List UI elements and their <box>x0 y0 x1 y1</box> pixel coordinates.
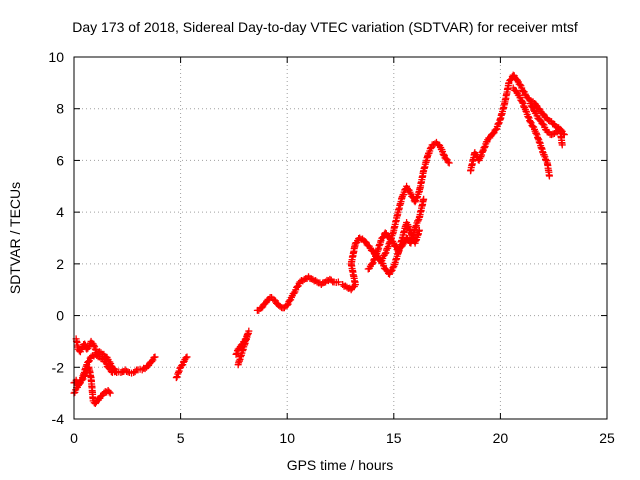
series-arc-5 <box>232 327 253 369</box>
data-point <box>420 195 428 203</box>
data-point <box>491 126 499 134</box>
data-point <box>174 368 182 376</box>
data-point <box>148 357 156 365</box>
y-tick-label: 0 <box>56 308 64 324</box>
data-point <box>513 76 521 84</box>
data-point <box>151 353 159 361</box>
x-tick-label: 20 <box>493 430 509 446</box>
y-tick-label: 6 <box>56 152 64 168</box>
y-tick-label: 8 <box>56 101 64 117</box>
series-arc-12 <box>526 100 566 149</box>
y-tick-label: -4 <box>52 411 65 427</box>
y-tick-label: 4 <box>56 204 64 220</box>
data-point <box>290 289 298 297</box>
x-tick-label: 25 <box>599 430 615 446</box>
y-axis-label: SDTVAR / TECUs <box>7 182 23 294</box>
x-axis-label: GPS time / hours <box>287 457 394 473</box>
series-arc-3 <box>70 350 159 397</box>
x-tick-label: 15 <box>386 430 402 446</box>
plot-border <box>73 56 608 420</box>
data-point <box>90 342 98 350</box>
data-point <box>528 102 536 110</box>
data-point <box>81 340 89 348</box>
series-arc-11 <box>509 84 553 180</box>
data-point <box>182 354 190 362</box>
y-tick-label: 2 <box>56 256 64 272</box>
series-arc-4 <box>172 353 191 382</box>
x-tick-label: 5 <box>177 430 185 446</box>
data-point <box>283 301 291 309</box>
data-point <box>232 350 240 358</box>
series-arc-10 <box>467 71 568 175</box>
y-tick-label: 10 <box>48 49 64 65</box>
data-point <box>106 389 114 397</box>
data-point <box>415 226 423 234</box>
series-arc-7 <box>339 138 453 294</box>
data-point <box>445 159 453 167</box>
x-tick-label: 0 <box>70 430 78 446</box>
y-tick-label: -2 <box>52 359 65 375</box>
data-point <box>526 118 534 126</box>
data-point <box>536 116 544 124</box>
data-point <box>105 388 113 396</box>
data-point <box>444 158 452 166</box>
series-arc-6 <box>253 273 342 314</box>
data-points <box>70 71 568 407</box>
series-arc-9 <box>373 218 423 278</box>
data-point <box>172 374 180 382</box>
data-point <box>183 353 191 361</box>
data-point <box>334 278 342 286</box>
x-tick-label: 10 <box>279 430 295 446</box>
data-point <box>74 381 82 389</box>
data-point <box>558 141 566 149</box>
data-point <box>521 90 529 98</box>
data-point <box>545 172 553 180</box>
data-point <box>234 361 242 369</box>
chart-title: Day 173 of 2018, Sidereal Day-to-day VTE… <box>72 19 578 35</box>
